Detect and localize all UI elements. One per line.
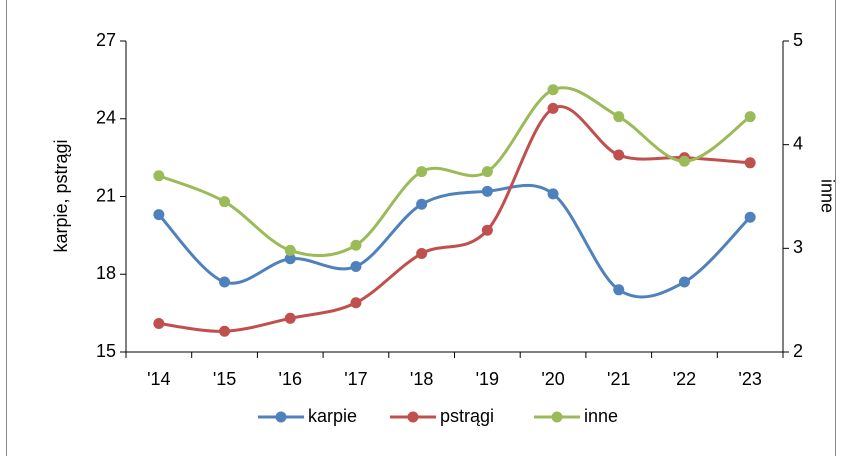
point: [219, 325, 231, 337]
point: [613, 111, 625, 123]
point: [547, 84, 559, 96]
y2-tick-label: 3: [793, 237, 803, 257]
series-line: [158, 104, 751, 333]
x-tick-label: '16: [279, 369, 302, 389]
series-line: [157, 184, 752, 299]
y2-tick-label: 2: [793, 341, 803, 361]
point: [153, 170, 165, 182]
y2-tick-label: 4: [793, 133, 803, 153]
point: [744, 211, 756, 223]
point: [153, 317, 165, 329]
point: [416, 166, 428, 178]
point: [284, 253, 296, 265]
y2-axis-label: inne: [817, 179, 837, 213]
legend-marker: [407, 411, 419, 423]
y-tick-label: 18: [96, 263, 116, 283]
x-tick-label: '15: [213, 369, 236, 389]
x-tick-label: '21: [607, 369, 630, 389]
x-tick-label: '14: [147, 369, 170, 389]
y-tick-label: 21: [96, 185, 116, 205]
point: [284, 244, 296, 256]
point: [350, 239, 362, 251]
x-tick-label: '23: [738, 369, 761, 389]
x-tick-label: '17: [344, 369, 367, 389]
point: [219, 196, 231, 208]
point: [613, 284, 625, 296]
point: [416, 248, 428, 260]
point: [744, 157, 756, 169]
y-tick-label: 15: [96, 341, 116, 361]
point: [744, 111, 756, 123]
y-axis-label: karpie, pstrągi: [51, 139, 71, 252]
point: [350, 260, 362, 272]
legend-label: karpie: [308, 406, 357, 426]
x-tick-label: '18: [410, 369, 433, 389]
legend-label: inne: [584, 406, 618, 426]
legend-marker: [275, 411, 287, 423]
series-line: [158, 86, 752, 258]
y-tick-label: 24: [96, 108, 116, 128]
point: [547, 188, 559, 200]
point: [613, 149, 625, 161]
point: [416, 198, 428, 210]
chart-border: [6, 0, 836, 456]
x-tick-label: '20: [541, 369, 564, 389]
y-tick-label: 27: [96, 30, 116, 50]
x-tick-label: '22: [673, 369, 696, 389]
point: [678, 155, 690, 167]
legend-label: pstrągi: [440, 406, 494, 426]
point: [481, 166, 493, 178]
y2-tick-label: 5: [793, 30, 803, 50]
point: [284, 312, 296, 324]
point: [153, 209, 165, 221]
point: [481, 185, 493, 197]
point: [547, 102, 559, 114]
point: [678, 276, 690, 288]
point: [481, 224, 493, 236]
legend-marker: [551, 411, 563, 423]
point: [350, 297, 362, 309]
x-tick-label: '19: [476, 369, 499, 389]
point: [219, 276, 231, 288]
